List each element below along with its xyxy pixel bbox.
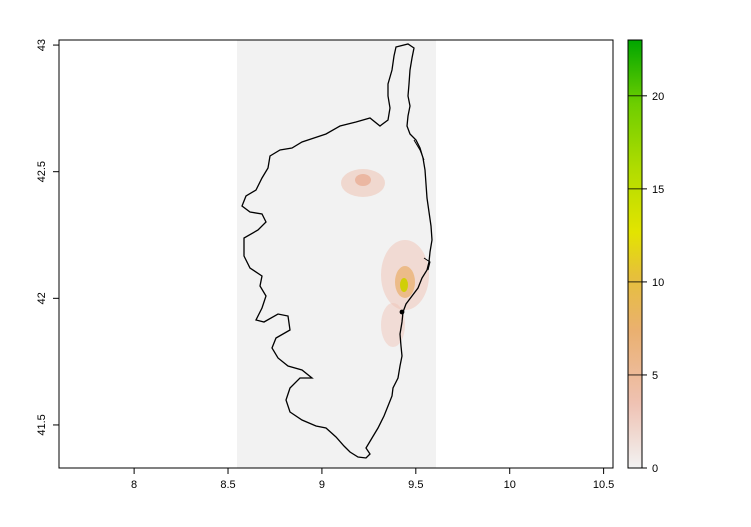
y-tick-label: 41.5 [36, 414, 48, 435]
lagoon-east [423, 257, 431, 271]
color-legend: 0 5 10 15 20 [627, 39, 664, 475]
legend-ticks: 0 5 10 15 20 [628, 91, 664, 475]
x-tick-label: 9.5 [408, 479, 423, 491]
x-tick-label: 8.5 [220, 479, 235, 491]
density-hotspots [341, 169, 429, 347]
y-tick-label: 42 [36, 292, 48, 304]
legend-tick-label: 5 [652, 370, 658, 382]
plot-frame [58, 39, 614, 469]
point-marker [399, 309, 405, 315]
density-south [381, 303, 405, 347]
legend-tick-label: 10 [652, 277, 664, 289]
density-central-core [400, 278, 408, 292]
legend-colorbar [627, 39, 643, 469]
x-tick-label: 10 [504, 479, 516, 491]
y-axis: 41.5 42 42.5 43 [36, 39, 59, 436]
legend-tick-label: 15 [652, 184, 664, 196]
legend-tick-label: 0 [652, 463, 658, 475]
x-tick-label: 10.5 [593, 479, 614, 491]
x-tick-label: 8 [131, 479, 137, 491]
y-tick-label: 43 [36, 39, 48, 51]
corsica-outline [241, 43, 433, 459]
lagoon-biguglia [413, 139, 425, 161]
legend-tick-label: 20 [652, 91, 664, 103]
y-tick-label: 42.5 [36, 161, 48, 182]
x-axis: 8 8.5 9 9.5 10 10.5 [131, 468, 614, 491]
x-tick-label: 9 [319, 479, 325, 491]
density-north-core [355, 174, 371, 186]
